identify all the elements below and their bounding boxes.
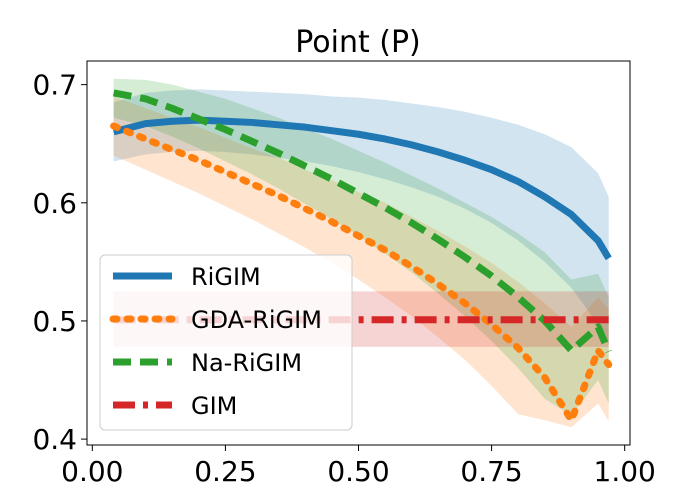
legend: RiGIM GDA-RiGIM Na-RiGIM GIM (99, 254, 353, 431)
x-tick-label: 0.00 (61, 455, 123, 488)
y-tick-label: 0.7 (32, 69, 77, 102)
legend-box (99, 254, 353, 431)
band-gda-rigim (113, 96, 609, 428)
x-axis: 0.00 0.25 0.50 0.75 1.00 (61, 445, 656, 488)
y-axis: 0.4 0.5 0.6 0.7 (32, 69, 87, 456)
chart-title: Point (P) (295, 25, 421, 60)
series-line-na-rigim (112, 89, 612, 354)
legend-label: GDA-RiGIM (191, 306, 322, 334)
band-na-rigim (113, 78, 609, 416)
x-tick-label: 0.50 (327, 455, 389, 488)
y-tick-label: 0.5 (32, 305, 77, 338)
legend-label: GIM (191, 392, 237, 420)
legend-label: RiGIM (191, 263, 261, 291)
band-rigim (113, 89, 609, 345)
x-tick-label: 1.00 (594, 455, 656, 488)
x-tick-label: 0.25 (194, 455, 256, 488)
series-line-gda-rigim (110, 122, 613, 424)
legend-label: Na-RiGIM (191, 349, 302, 377)
y-tick-label: 0.4 (32, 423, 77, 456)
y-tick-label: 0.6 (32, 187, 77, 220)
x-tick-label: 0.75 (460, 455, 522, 488)
